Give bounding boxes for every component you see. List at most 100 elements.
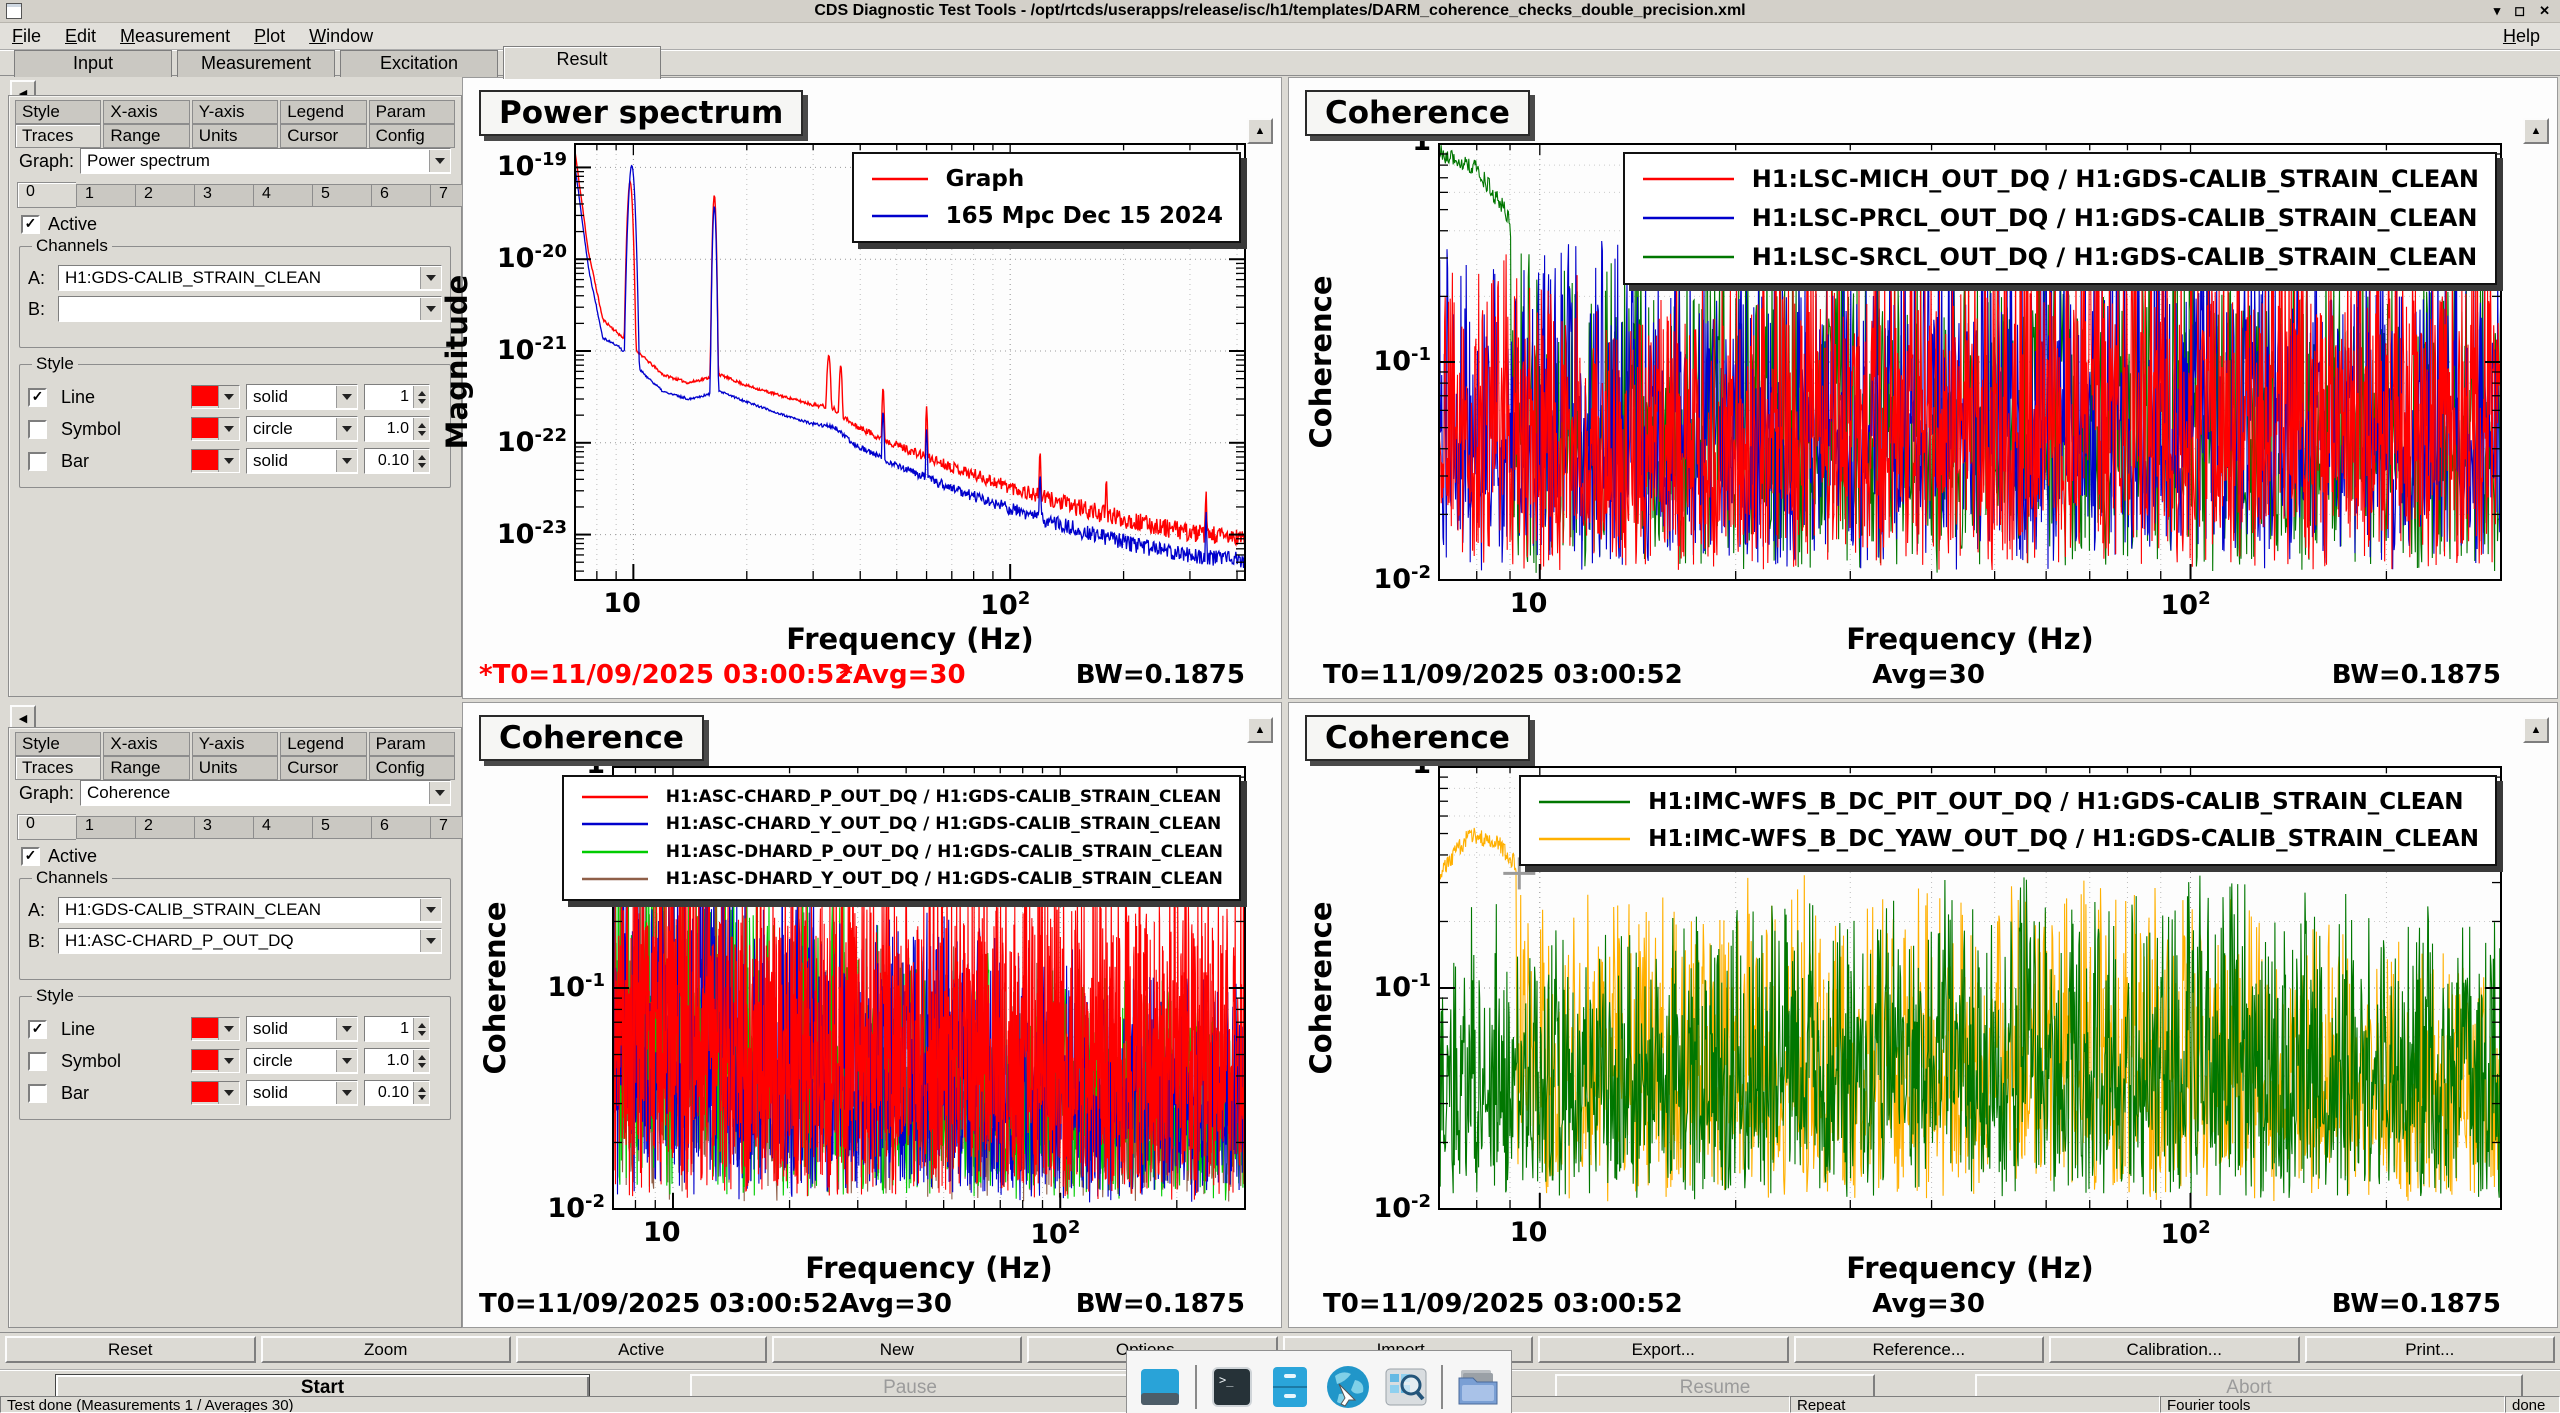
symbol-color-select[interactable]: [191, 417, 240, 441]
trace-tab-6[interactable]: 6: [371, 184, 430, 207]
channel-b-select[interactable]: H1:ASC-CHARD_P_OUT_DQ: [58, 928, 442, 954]
menu-help[interactable]: Help: [2491, 26, 2552, 47]
tab-param[interactable]: Param: [369, 100, 455, 124]
active-button[interactable]: Active: [516, 1336, 767, 1363]
terminal-icon[interactable]: >_: [1209, 1364, 1255, 1410]
trace-tab-4[interactable]: 4: [253, 816, 312, 839]
line-style-select[interactable]: solid: [246, 384, 358, 410]
calibration-button[interactable]: Calibration...: [2049, 1336, 2300, 1363]
trace-tab-5[interactable]: 5: [312, 816, 371, 839]
reset-button[interactable]: Reset: [5, 1336, 256, 1363]
reference-button[interactable]: Reference...: [1794, 1336, 2045, 1363]
chevron-down-icon[interactable]: [429, 150, 450, 172]
trace-tab-2[interactable]: 2: [135, 816, 194, 839]
chevron-down-icon[interactable]: [336, 450, 357, 472]
symbol-style-select[interactable]: circle: [246, 416, 358, 442]
channel-a-select[interactable]: H1:GDS-CALIB_STRAIN_CLEAN: [58, 265, 442, 291]
trace-tab-0[interactable]: 0: [17, 814, 76, 840]
line-color-select[interactable]: [191, 1017, 240, 1041]
menu-window[interactable]: Window: [297, 26, 385, 47]
zoom-button[interactable]: Zoom: [261, 1336, 512, 1363]
line-color-select[interactable]: [191, 385, 240, 409]
tab-units[interactable]: Units: [192, 124, 278, 148]
active-checkbox[interactable]: [21, 215, 40, 234]
line-width-stepper[interactable]: 1: [364, 1016, 430, 1042]
line-checkbox[interactable]: [28, 388, 47, 407]
chevron-down-icon[interactable]: [420, 930, 441, 952]
trace-tab-5[interactable]: 5: [312, 184, 371, 207]
active-checkbox[interactable]: [21, 847, 40, 866]
trace-tab-6[interactable]: 6: [371, 816, 430, 839]
menu-measurement[interactable]: Measurement: [108, 26, 242, 47]
trace-tab-3[interactable]: 3: [194, 816, 253, 839]
file-manager-icon[interactable]: [1455, 1364, 1501, 1410]
tab-style[interactable]: Style: [15, 732, 101, 756]
symbol-color-select[interactable]: [191, 1049, 240, 1073]
tab-cursor[interactable]: Cursor: [280, 756, 366, 780]
graph-select[interactable]: Power spectrum: [80, 148, 451, 174]
trace-tab-2[interactable]: 2: [135, 184, 194, 207]
chevron-down-icon[interactable]: [336, 1018, 357, 1040]
tab-units[interactable]: Units: [192, 756, 278, 780]
bar-color-select[interactable]: [191, 449, 240, 473]
chevron-down-icon[interactable]: [218, 1050, 239, 1072]
trace-tab-4[interactable]: 4: [253, 184, 312, 207]
trace-tab-1[interactable]: 1: [76, 816, 135, 839]
chevron-down-icon[interactable]: [218, 450, 239, 472]
trace-tab-3[interactable]: 3: [194, 184, 253, 207]
line-style-select[interactable]: solid: [246, 1016, 358, 1042]
tab-range[interactable]: Range: [103, 756, 189, 780]
print-button[interactable]: Print...: [2305, 1336, 2556, 1363]
tab-style[interactable]: Style: [15, 100, 101, 124]
bar-checkbox[interactable]: [28, 452, 47, 471]
bar-style-select[interactable]: solid: [246, 448, 358, 474]
chevron-down-icon[interactable]: [218, 1082, 239, 1104]
symbol-size-stepper[interactable]: 1.0: [364, 1048, 430, 1074]
tab-range[interactable]: Range: [103, 124, 189, 148]
maximize-button[interactable]: ◻: [2514, 3, 2525, 19]
tab-config[interactable]: Config: [369, 756, 455, 780]
graph-select[interactable]: Coherence: [80, 780, 451, 806]
chevron-down-icon[interactable]: [218, 386, 239, 408]
chevron-down-icon[interactable]: [420, 267, 441, 289]
symbol-size-stepper[interactable]: 1.0: [364, 416, 430, 442]
close-button[interactable]: ✕: [2539, 3, 2550, 19]
web-browser-icon[interactable]: [1325, 1364, 1371, 1410]
chevron-down-icon[interactable]: [336, 386, 357, 408]
channel-b-select[interactable]: [58, 296, 442, 322]
symbol-checkbox[interactable]: [28, 420, 47, 439]
chevron-down-icon[interactable]: [336, 1082, 357, 1104]
bar-width-stepper[interactable]: 0.10: [364, 1080, 430, 1106]
tab-config[interactable]: Config: [369, 124, 455, 148]
symbol-checkbox[interactable]: [28, 1052, 47, 1071]
chevron-down-icon[interactable]: [218, 418, 239, 440]
export-button[interactable]: Export...: [1538, 1336, 1789, 1363]
menu-plot[interactable]: Plot: [242, 26, 297, 47]
desktop-icon[interactable]: [1137, 1364, 1183, 1410]
tab-y-axis[interactable]: Y-axis: [192, 100, 278, 124]
tab-legend[interactable]: Legend: [280, 100, 366, 124]
bar-width-stepper[interactable]: 0.10: [364, 448, 430, 474]
file-cabinet-icon[interactable]: [1267, 1364, 1313, 1410]
bar-style-select[interactable]: solid: [246, 1080, 358, 1106]
tab-x-axis[interactable]: X-axis: [103, 100, 189, 124]
tab-excitation[interactable]: Excitation: [340, 50, 498, 77]
titlebar[interactable]: CDS Diagnostic Test Tools - /opt/rtcds/u…: [0, 0, 2560, 23]
new-button[interactable]: New: [772, 1336, 1023, 1363]
tab-result[interactable]: Result: [503, 46, 661, 79]
tab-legend[interactable]: Legend: [280, 732, 366, 756]
chevron-down-icon[interactable]: [429, 782, 450, 804]
line-width-stepper[interactable]: 1: [364, 384, 430, 410]
chevron-down-icon[interactable]: [218, 1018, 239, 1040]
trace-tab-0[interactable]: 0: [17, 182, 76, 208]
tab-param[interactable]: Param: [369, 732, 455, 756]
menu-edit[interactable]: Edit: [53, 26, 108, 47]
tab-cursor[interactable]: Cursor: [280, 124, 366, 148]
symbol-style-select[interactable]: circle: [246, 1048, 358, 1074]
chevron-down-icon[interactable]: [420, 298, 441, 320]
chevron-down-icon[interactable]: [336, 418, 357, 440]
tab-x-axis[interactable]: X-axis: [103, 732, 189, 756]
chevron-down-icon[interactable]: [336, 1050, 357, 1072]
bar-color-select[interactable]: [191, 1081, 240, 1105]
channel-a-select[interactable]: H1:GDS-CALIB_STRAIN_CLEAN: [58, 897, 442, 923]
